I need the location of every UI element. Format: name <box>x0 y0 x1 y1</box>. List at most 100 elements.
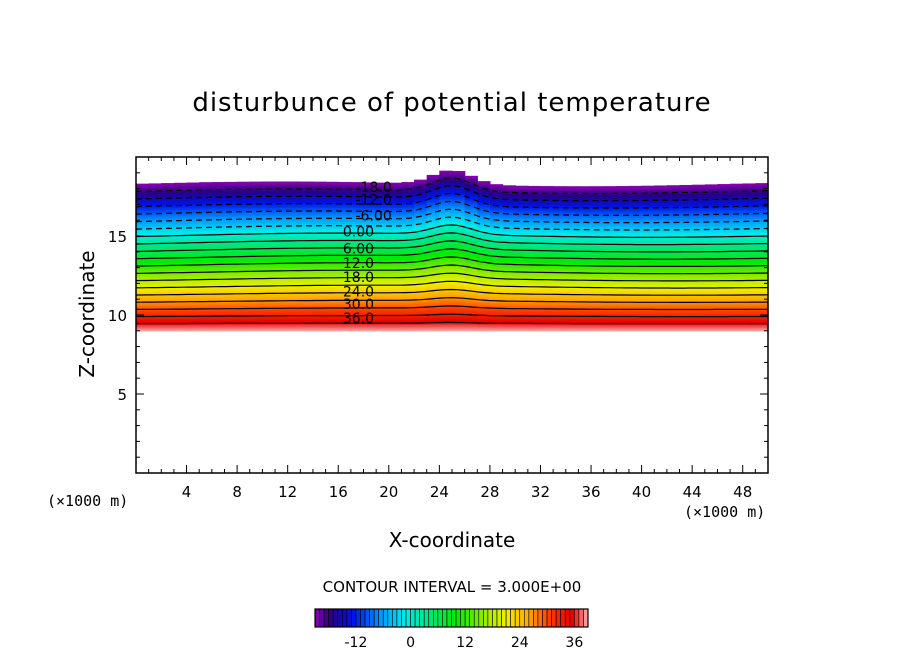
field-cell <box>515 209 529 212</box>
field-cell <box>755 267 769 270</box>
field-cell <box>237 272 251 275</box>
field-cell <box>515 289 529 292</box>
field-cell <box>376 278 390 281</box>
field-cell <box>363 321 377 324</box>
field-cell <box>717 319 731 322</box>
field-cell <box>628 270 643 273</box>
field-cell <box>275 322 289 326</box>
field-cell <box>489 223 504 226</box>
field-cell <box>742 316 756 319</box>
field-cell <box>679 254 693 258</box>
field-cell <box>704 329 719 332</box>
field-cell <box>199 259 213 262</box>
colorbar-swatch <box>569 608 575 628</box>
field-cell <box>199 305 213 308</box>
field-cell <box>755 327 769 330</box>
field-cell <box>553 201 567 204</box>
field-cell <box>666 303 681 307</box>
field-cell <box>173 275 188 278</box>
field-cell <box>338 313 352 316</box>
field-cell <box>439 205 453 209</box>
field-cell <box>376 326 390 329</box>
colorbar-swatch <box>478 608 484 628</box>
colorbar-swatch <box>346 608 352 628</box>
field-cell <box>666 240 681 243</box>
field-cell <box>679 201 693 204</box>
field-cell <box>603 284 617 288</box>
field-cell <box>616 253 630 256</box>
field-cell <box>755 248 769 251</box>
field-cell <box>414 278 428 281</box>
field-cell <box>742 217 756 220</box>
field-cell <box>300 190 314 193</box>
field-cell <box>452 273 466 277</box>
field-cell <box>527 291 542 294</box>
field-cell <box>338 318 352 321</box>
field-cell <box>477 191 491 194</box>
field-cell <box>679 278 693 281</box>
field-cell <box>616 277 630 280</box>
field-cell <box>464 237 478 240</box>
field-cell <box>300 270 314 273</box>
field-cell <box>477 212 491 215</box>
field-cell <box>591 234 605 237</box>
field-cell <box>186 267 200 270</box>
field-cell <box>376 190 390 193</box>
field-cell <box>553 258 567 261</box>
field-cell <box>489 193 504 196</box>
field-cell <box>616 248 630 251</box>
field-cell <box>591 256 605 259</box>
field-cell <box>211 319 226 322</box>
field-cell <box>565 213 579 217</box>
field-cell <box>325 205 339 209</box>
field-cell <box>679 242 693 245</box>
field-cell <box>312 251 327 254</box>
field-cell <box>489 288 504 291</box>
field-cell <box>439 315 453 318</box>
field-cell <box>502 272 516 275</box>
field-cell <box>388 243 403 247</box>
field-cell <box>439 318 453 321</box>
field-cell <box>186 269 200 272</box>
field-cell <box>591 223 605 226</box>
field-cell <box>136 217 150 220</box>
field-cell <box>452 258 466 261</box>
field-cell <box>388 316 403 319</box>
field-cell <box>148 237 162 240</box>
field-cell <box>439 258 453 261</box>
field-cell <box>439 292 453 296</box>
field-cell <box>312 240 327 243</box>
field-cell <box>553 196 567 199</box>
field-cell <box>616 283 630 286</box>
field-cell <box>755 218 769 221</box>
colorbar-swatch <box>337 608 343 628</box>
field-cell <box>401 289 415 292</box>
field-cell <box>628 281 643 284</box>
field-cell <box>540 294 554 297</box>
field-cell <box>616 198 630 201</box>
field-cell <box>616 326 630 329</box>
field-cell <box>679 194 693 198</box>
field-cell <box>515 207 529 210</box>
field-cell <box>692 196 706 199</box>
field-cell <box>186 212 200 215</box>
field-cell <box>300 187 314 190</box>
field-cell <box>287 281 301 284</box>
field-cell <box>452 277 466 280</box>
field-cell <box>553 253 567 256</box>
field-cell <box>426 177 440 180</box>
field-cell <box>376 209 390 212</box>
field-cell <box>540 318 554 321</box>
field-cell <box>224 209 238 212</box>
field-cell <box>477 247 491 250</box>
field-cell <box>654 248 668 251</box>
field-cell <box>704 299 719 302</box>
field-cell <box>666 262 681 266</box>
field-cell <box>452 229 466 232</box>
field-cell <box>388 289 403 292</box>
field-cell <box>161 198 175 201</box>
field-cell <box>401 183 415 187</box>
field-cell <box>591 212 605 215</box>
field-cell <box>527 277 542 280</box>
field-cell <box>527 286 542 289</box>
